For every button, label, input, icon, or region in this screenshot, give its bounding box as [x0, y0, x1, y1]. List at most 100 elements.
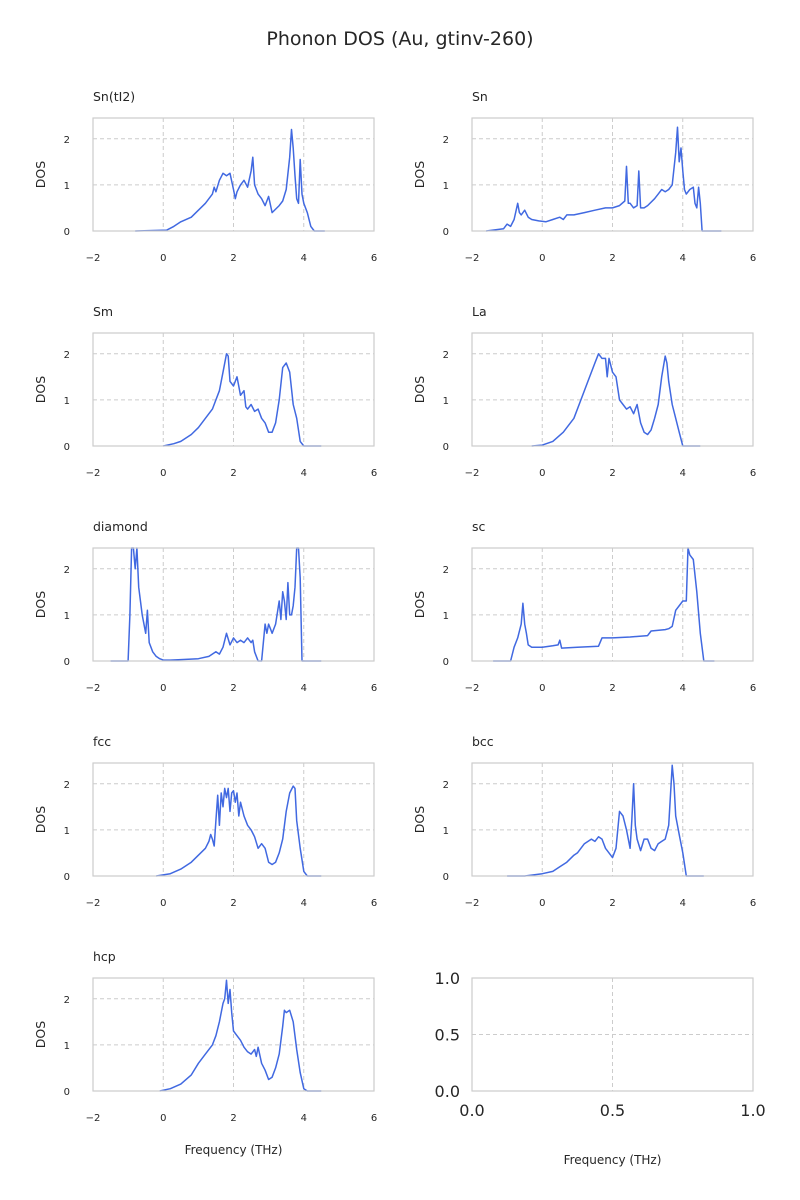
x-tick-label: 6	[371, 1113, 377, 1124]
y-tick-label: 2	[64, 565, 70, 576]
y-tick-label: 0	[64, 1087, 70, 1098]
x-tick-label: 4	[680, 898, 686, 909]
y-tick-label: 2	[64, 995, 70, 1006]
y-tick-label: 1	[443, 826, 449, 837]
panel-hcp: −2 0 2 4 6 0 1 2 hcp DOS Frequency (THz)	[33, 949, 377, 1157]
y-tick-label: 0	[443, 442, 449, 453]
plot-frame	[471, 332, 754, 447]
x-tick-label: 4	[680, 468, 686, 479]
x-tick-label: 0	[160, 898, 166, 909]
plot-frame	[92, 547, 375, 662]
x-tick-label: 4	[301, 898, 307, 909]
plot-frame	[471, 977, 754, 1092]
panel-title: fcc	[93, 734, 111, 749]
x-tick-label: 2	[230, 1113, 236, 1124]
plot-frame	[471, 762, 754, 877]
dos-series-line	[493, 547, 715, 662]
panel-title: sc	[472, 519, 486, 534]
x-tick-label: −2	[86, 1113, 101, 1124]
plot-frame	[92, 977, 375, 1092]
x-tick-label: −2	[86, 898, 101, 909]
x-tick-label: −2	[86, 253, 101, 264]
x-axis-label: Frequency (THz)	[564, 1153, 662, 1167]
y-tick-label: 1	[64, 826, 70, 837]
panel-sm: −2 0 2 4 6 0 1 2 Sm DOS	[33, 304, 377, 479]
x-tick-label: 1.0	[740, 1101, 765, 1120]
x-tick-label: 6	[371, 898, 377, 909]
x-tick-label: −2	[86, 468, 101, 479]
panel-title: Sn(tI2)	[93, 89, 135, 104]
panel-diamond: −2 0 2 4 6 0 1 2 diamond DOS	[33, 519, 377, 694]
x-tick-label: 0	[160, 1113, 166, 1124]
y-tick-label: 1	[443, 611, 449, 622]
y-tick-label: 2	[443, 350, 449, 361]
y-axis-label: DOS	[33, 1021, 48, 1048]
panel-bcc: −2 0 2 4 6 0 1 2 bcc DOS	[412, 734, 756, 909]
dos-series-line	[531, 353, 701, 447]
dos-series-line	[110, 547, 322, 662]
dos-series-line	[156, 785, 322, 877]
x-tick-label: 2	[609, 898, 615, 909]
x-tick-label: 4	[301, 253, 307, 264]
x-tick-label: 0	[160, 468, 166, 479]
y-tick-label: 1	[64, 396, 70, 407]
panel-sc: −2 0 2 4 6 0 1 2 sc DOS	[412, 519, 756, 694]
y-tick-label: 0	[443, 872, 449, 883]
y-tick-label: 2	[64, 135, 70, 146]
y-axis-label: DOS	[33, 376, 48, 403]
y-axis-label: DOS	[33, 591, 48, 618]
y-tick-label: 0	[64, 872, 70, 883]
x-tick-label: 0	[160, 683, 166, 694]
x-tick-label: −2	[465, 898, 480, 909]
plot-frame	[92, 332, 375, 447]
x-tick-label: 6	[750, 898, 756, 909]
x-tick-label: 2	[230, 683, 236, 694]
x-tick-label: −2	[86, 683, 101, 694]
y-axis-label: DOS	[412, 591, 427, 618]
y-tick-label: 0	[443, 227, 449, 238]
x-tick-label: 2	[230, 253, 236, 264]
x-tick-label: −2	[465, 468, 480, 479]
y-tick-label: 1	[64, 611, 70, 622]
x-tick-label: 2	[230, 898, 236, 909]
y-axis-label: DOS	[412, 806, 427, 833]
panel-title: La	[472, 304, 487, 319]
panel-sn-ti2-: −2 0 2 4 6 0 1 2 Sn(tI2) DOS	[33, 89, 377, 264]
x-tick-label: 6	[750, 468, 756, 479]
x-tick-label: 6	[371, 683, 377, 694]
x-tick-label: 0.0	[459, 1101, 484, 1120]
x-tick-label: 0	[539, 898, 545, 909]
x-tick-label: 2	[609, 468, 615, 479]
y-tick-label: 0	[64, 227, 70, 238]
panel-sn: −2 0 2 4 6 0 1 2 Sn DOS	[412, 89, 756, 264]
y-tick-label: 0	[64, 442, 70, 453]
y-tick-label: 2	[443, 565, 449, 576]
plot-frame	[92, 762, 375, 877]
dos-series-line	[159, 979, 322, 1092]
panel-title: hcp	[93, 949, 116, 964]
y-tick-label: 1.0	[435, 969, 460, 988]
x-tick-label: 2	[230, 468, 236, 479]
x-tick-label: 4	[680, 683, 686, 694]
x-tick-label: 2	[609, 253, 615, 264]
y-tick-label: 1	[443, 396, 449, 407]
x-tick-label: 0	[539, 683, 545, 694]
y-tick-label: 2	[64, 350, 70, 361]
y-axis-label: DOS	[33, 806, 48, 833]
x-tick-label: 6	[371, 468, 377, 479]
plot-frame	[471, 547, 754, 662]
panel-fcc: −2 0 2 4 6 0 1 2 fcc DOS	[33, 734, 377, 909]
y-tick-label: 2	[64, 780, 70, 791]
x-tick-label: −2	[465, 683, 480, 694]
panel-title: bcc	[472, 734, 494, 749]
y-tick-label: 1	[64, 1041, 70, 1052]
figure-title: Phonon DOS (Au, gtinv-260)	[266, 28, 533, 50]
panels-container: −2 0 2 4 6 0 1 2 Sn(tI2) DOS −2 0 2 4 6 0 1 2 Sn DOS −2 0 2 4 6 0…	[33, 89, 766, 1167]
x-tick-label: 4	[301, 683, 307, 694]
y-tick-label: 0.0	[435, 1082, 460, 1101]
x-tick-label: 0	[539, 468, 545, 479]
x-tick-label: 6	[371, 253, 377, 264]
dos-series-line	[135, 128, 325, 232]
y-axis-label: DOS	[412, 376, 427, 403]
panel-title: diamond	[93, 519, 148, 534]
